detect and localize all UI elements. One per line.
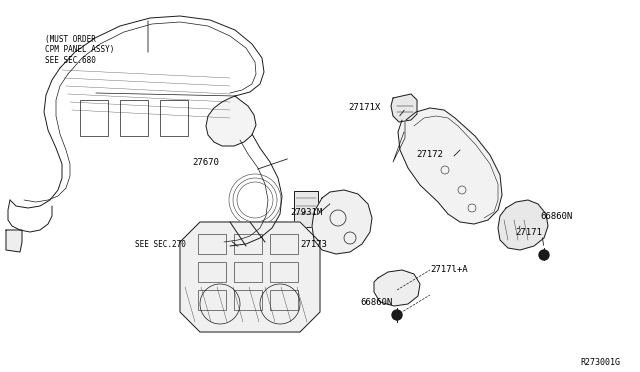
Text: 27670: 27670 [192,158,219,167]
Text: 27171X: 27171X [348,103,380,112]
Bar [270,290,298,310]
Text: (MUST ORDER
CPM PANEL ASSY)
SEE SEC.680: (MUST ORDER CPM PANEL ASSY) SEE SEC.680 [45,35,115,65]
Polygon shape [374,270,420,306]
Polygon shape [391,94,417,122]
Bar [120,100,148,136]
Bar [80,100,108,136]
Bar [160,100,188,136]
Text: 66860N: 66860N [540,212,572,221]
Text: 27172: 27172 [416,150,443,159]
Polygon shape [312,190,372,254]
Bar [198,234,226,254]
Text: 27931M: 27931M [290,208,323,217]
Polygon shape [398,108,502,224]
Bar [234,234,262,254]
Text: R273001G: R273001G [580,358,620,367]
Polygon shape [206,96,256,146]
Polygon shape [6,230,22,252]
Polygon shape [498,200,548,250]
Circle shape [392,310,402,320]
Bar [234,290,262,310]
Bar [198,262,226,282]
Text: 2717l+A: 2717l+A [430,265,468,274]
Text: 27171: 27171 [515,228,542,237]
Text: SEE SEC.270: SEE SEC.270 [135,240,186,249]
FancyBboxPatch shape [294,191,318,227]
Circle shape [539,250,549,260]
Bar [270,262,298,282]
Bar [270,234,298,254]
Bar [198,290,226,310]
Polygon shape [180,222,320,332]
Text: 66860N: 66860N [360,298,392,307]
Text: 27173: 27173 [300,240,327,249]
Bar [234,262,262,282]
